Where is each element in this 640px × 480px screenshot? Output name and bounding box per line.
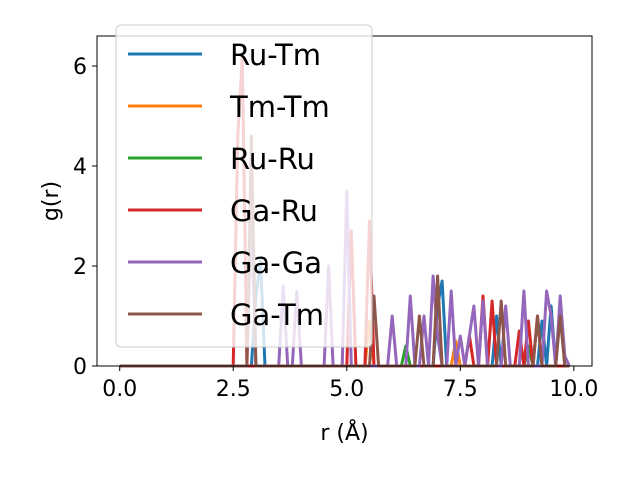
x-tick-label: 10.0 [549,377,598,402]
y-axis-label: g(r) [39,181,64,221]
legend-label: Ru-Ru [230,142,315,176]
x-tick-label: 0.0 [102,377,137,402]
y-tick-label: 6 [73,55,87,80]
x-axis: 0.0 2.5 5.0 7.5 10.0 [102,366,598,402]
legend-label: Ga-Ru [230,194,318,228]
x-tick-label: 5.0 [329,377,364,402]
x-axis-label: r (Å) [320,419,368,446]
y-tick-label: 4 [73,155,87,180]
legend-label: Ga-Tm [230,298,324,332]
y-tick-label: 0 [73,355,87,380]
x-tick-label: 2.5 [216,377,251,402]
x-tick-label: 7.5 [443,377,478,402]
legend-label: Ru-Tm [230,38,321,72]
y-tick-label: 2 [73,255,87,280]
legend: Ru-Tm Tm-Tm Ru-Ru Ga-Ru Ga-Ga Ga-Tm [115,24,373,348]
legend-label: Ga-Ga [230,246,322,280]
y-axis: 0 2 4 6 [73,55,97,380]
legend-label: Tm-Tm [229,90,330,124]
